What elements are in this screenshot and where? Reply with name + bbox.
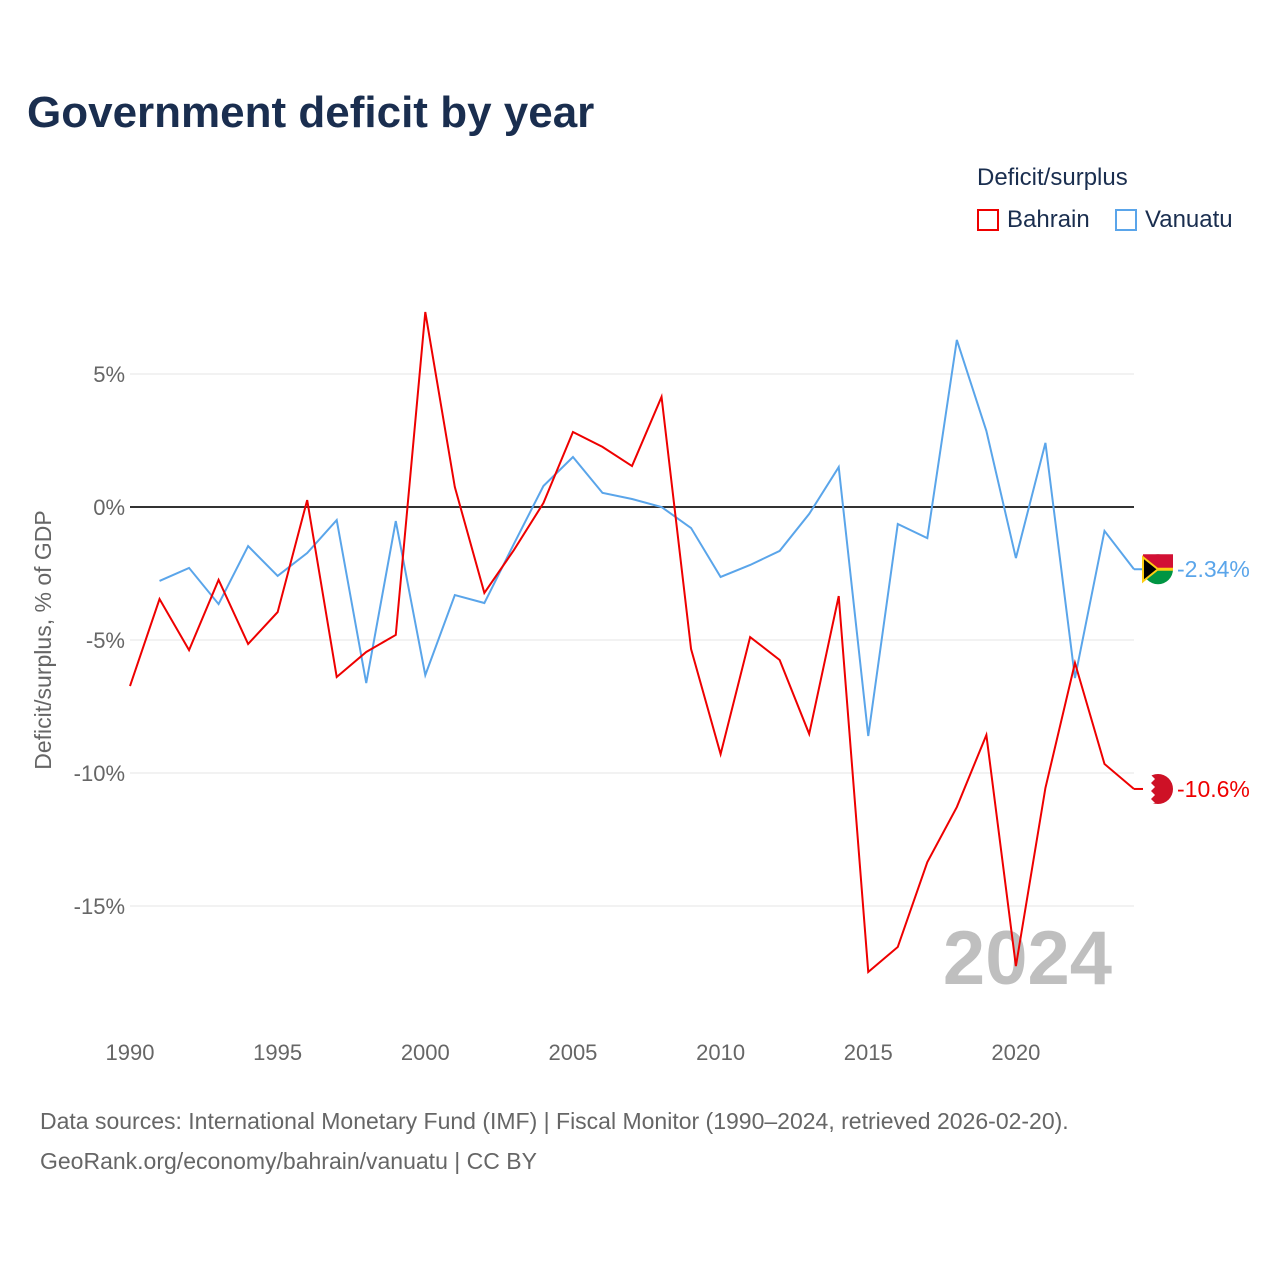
y-tick-label: 5% <box>93 362 125 387</box>
vanuatu-flag-triangle <box>1142 555 1160 584</box>
legend-label: Vanuatu <box>1145 206 1233 233</box>
footer-attribution: GeoRank.org/economy/bahrain/vanuatu | CC… <box>40 1148 537 1174</box>
y-axis-title: Deficit/surplus, % of GDP <box>30 510 56 769</box>
x-tick-label: 2000 <box>401 1040 450 1065</box>
legend-label: Bahrain <box>1007 206 1090 233</box>
x-tick-label: 2020 <box>991 1040 1040 1065</box>
chart-title: Government deficit by year <box>27 88 595 137</box>
legend-swatch <box>1115 209 1137 231</box>
legend-item-bahrain[interactable]: Bahrain <box>977 206 1090 234</box>
y-tick-label: 0% <box>93 495 125 520</box>
footer-sources: Data sources: International Monetary Fun… <box>40 1108 1069 1134</box>
y-tick-label: -10% <box>74 761 125 786</box>
legend-item-vanuatu[interactable]: Vanuatu <box>1115 206 1233 234</box>
x-tick-label: 2005 <box>548 1040 597 1065</box>
x-tick-label: 1990 <box>106 1040 155 1065</box>
year-watermark: 2024 <box>943 916 1112 1001</box>
x-tick-label: 2010 <box>696 1040 745 1065</box>
series-line-bahrain <box>129 311 1135 974</box>
y-tick-label: -5% <box>86 628 125 653</box>
series-line-vanuatu <box>159 339 1135 737</box>
x-tick-label: 1995 <box>253 1040 302 1065</box>
x-tick-label: 2015 <box>844 1040 893 1065</box>
bahrain-flag-stripe <box>1143 774 1155 803</box>
end-value-label: -2.34% <box>1177 556 1250 582</box>
legend-title: Deficit/surplus <box>977 164 1128 191</box>
y-tick-label: -15% <box>74 894 125 919</box>
end-value-label: -10.6% <box>1177 776 1250 802</box>
legend-swatch <box>977 209 999 231</box>
